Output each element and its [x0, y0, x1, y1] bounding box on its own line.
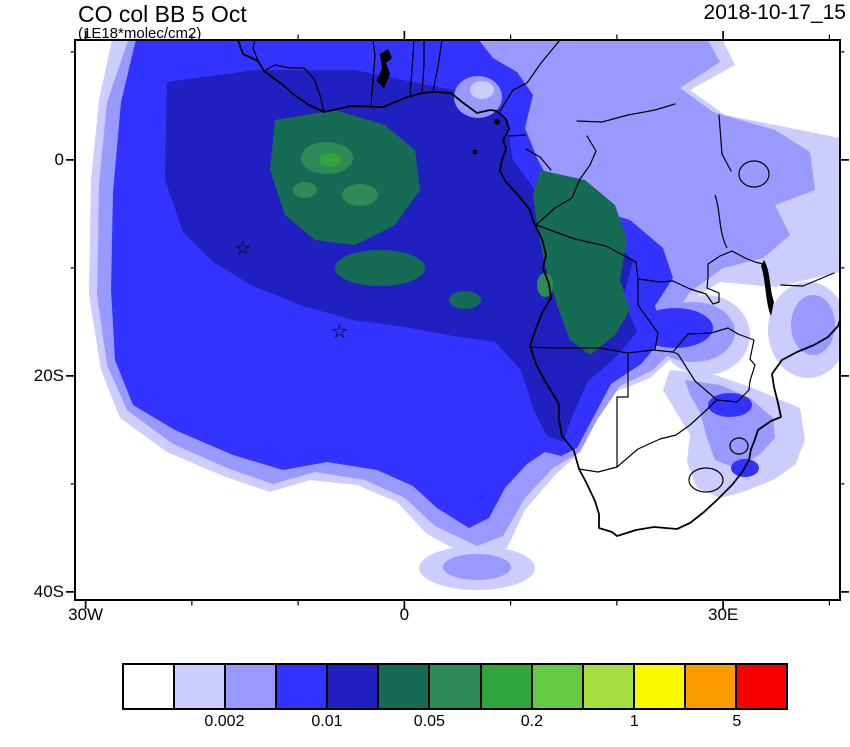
colorbar-labels: 0.002 0.01 0.05 0.2 1 5 — [122, 713, 788, 735]
units-label: (1E18*molec/cm2) — [78, 25, 202, 42]
contour-fill-level-0.2 — [319, 153, 341, 167]
axis-ticks — [66, 31, 849, 609]
lake-volta — [377, 49, 392, 88]
x-axis-tick-label: 30E — [708, 605, 739, 624]
colorbar-cell-7 — [430, 665, 482, 708]
sao-tome-island-dot — [472, 149, 478, 155]
lesotho-border — [688, 467, 724, 493]
datetime-label: 2018-10-17_15 — [703, 1, 846, 24]
colorbar-cell-9 — [532, 665, 584, 708]
page-title: CO col BB 5 Oct — [78, 1, 247, 27]
colorbar-cell-8 — [481, 665, 533, 708]
coastal-low-pocket — [454, 76, 502, 118]
x-axis-tick-label: 0 — [399, 605, 410, 624]
lakes-and-islands — [377, 49, 500, 155]
x-axis-tick-label: 30W — [68, 605, 104, 624]
colorbar-cell-11 — [634, 665, 686, 708]
contour-fill-level-0.05 — [270, 110, 630, 355]
colorbar-cells — [122, 663, 788, 710]
colorbar-label: 0.05 — [413, 713, 445, 730]
colorbar-cell-1 — [124, 665, 176, 708]
colorbar-cell-4 — [277, 665, 329, 708]
colorbar-label: 0.2 — [520, 713, 543, 730]
star-markers: ☆☆ — [234, 238, 348, 342]
bioko-island-dot — [494, 119, 500, 125]
country-borders — [252, 40, 835, 493]
colorbar-label: 0.01 — [311, 713, 343, 730]
y-axis-tick-label: 0 — [54, 149, 64, 169]
colorbar-label: 5 — [732, 713, 742, 730]
plot-area: ☆☆ — [89, 40, 840, 590]
y-axis-tick-label: 20S — [33, 365, 64, 385]
plot-frame — [74, 39, 841, 601]
y-axis-tick-label: 40S — [33, 581, 64, 601]
colorbar-cell-6 — [379, 665, 431, 708]
colorbar-cell-13 — [736, 665, 787, 708]
swaziland-border — [729, 437, 749, 455]
lake-malawi — [761, 260, 774, 316]
colorbar-cell-2 — [175, 665, 227, 708]
star-marker: ☆ — [331, 322, 348, 343]
colorbar-cell-10 — [583, 665, 635, 708]
colorbar-cell-3 — [226, 665, 278, 708]
colorbar-label: 1 — [629, 713, 639, 730]
colorbar-label: 0.002 — [204, 713, 245, 730]
colorbar-cell-5 — [328, 665, 380, 708]
colorbar-cell-12 — [685, 665, 737, 708]
star-marker: ☆ — [234, 238, 251, 259]
lake-victoria — [738, 160, 770, 188]
